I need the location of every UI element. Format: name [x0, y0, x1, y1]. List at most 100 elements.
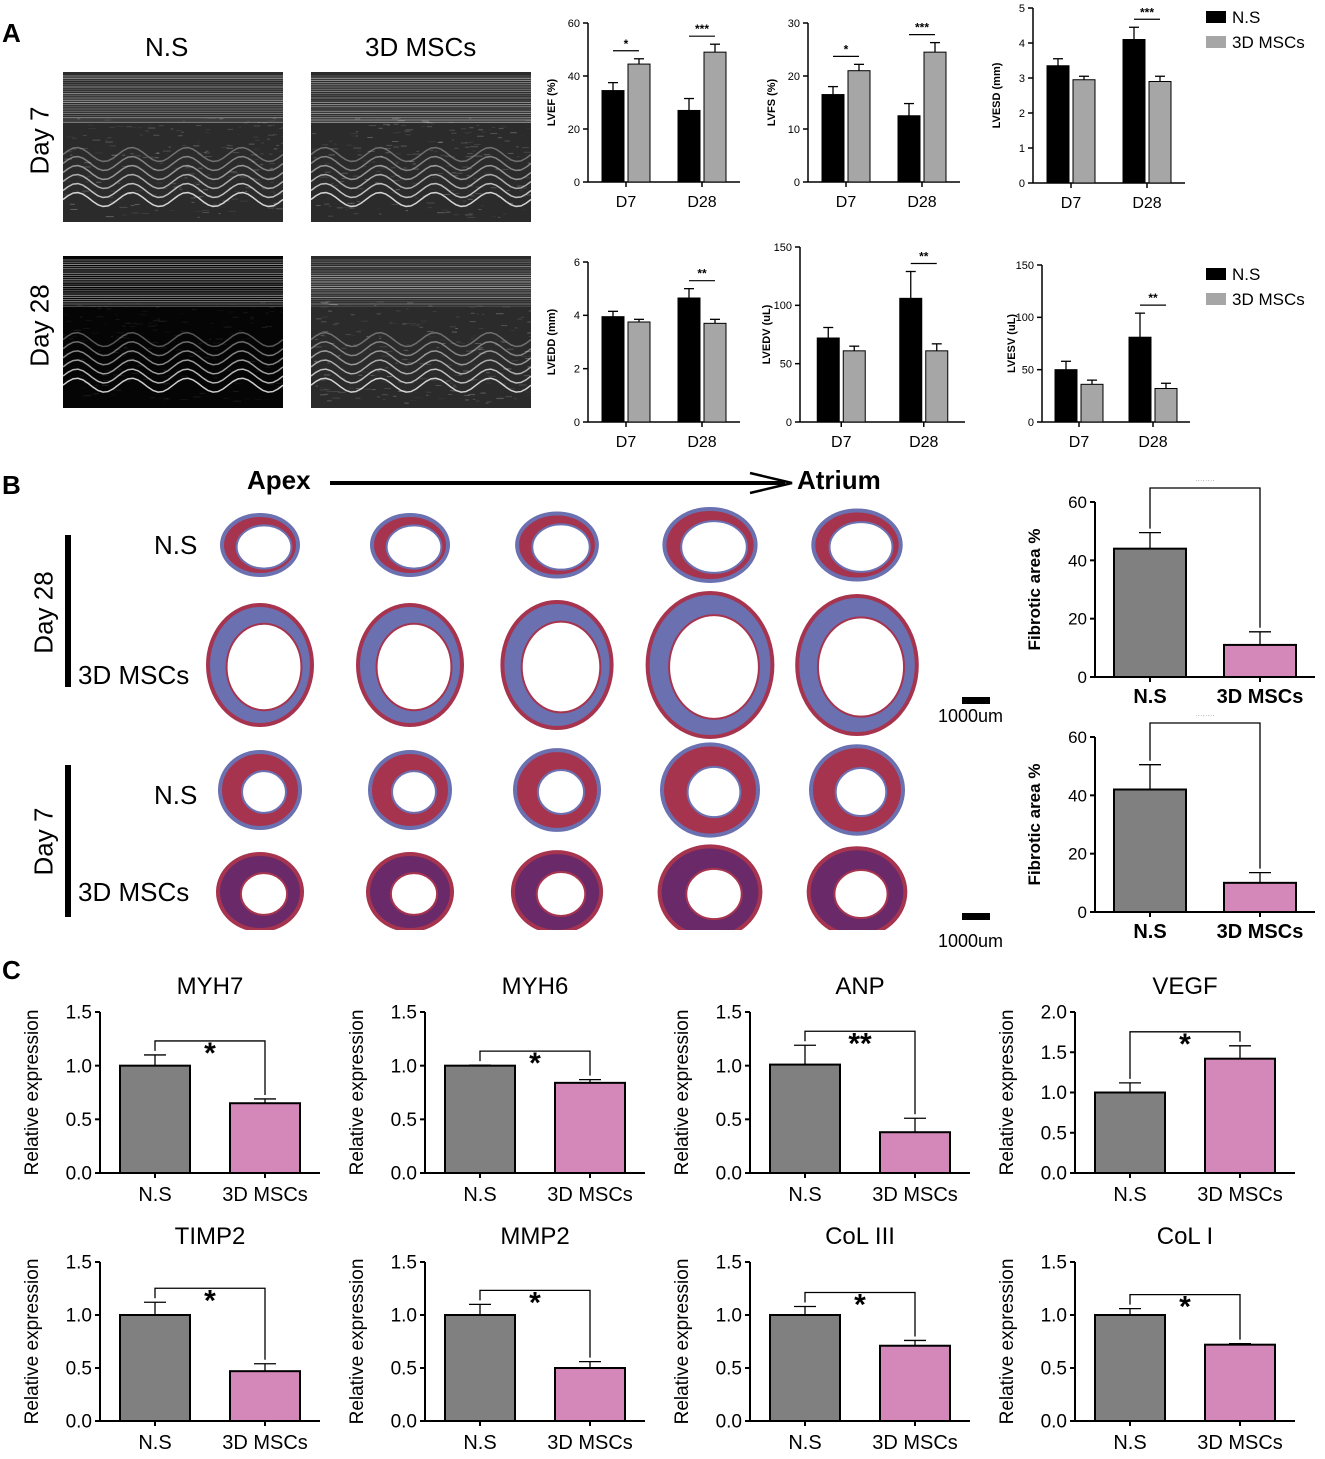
echo-speckle [208, 182, 216, 184]
echo-speckle [467, 216, 475, 218]
echo-speckle [467, 153, 473, 155]
echo-speckle [472, 379, 478, 381]
echo-speckle [270, 177, 276, 179]
y-tick-label: 1.5 [716, 1253, 742, 1274]
echo-speckle [173, 167, 178, 169]
echo-speckle [346, 144, 353, 146]
echo-speckle [232, 172, 240, 174]
echo-speckle [71, 377, 75, 379]
echo-speckle [131, 126, 137, 128]
echo-speckle [468, 185, 474, 187]
x-tick-label: N.S [1113, 1184, 1146, 1206]
heart-lumen [531, 523, 591, 571]
echo-speckle [221, 343, 227, 345]
bar [1148, 81, 1172, 184]
y-tick-label: 20 [568, 124, 580, 136]
chart-lvedd: 0 2 4 6 LVEDD (mm) D7 D28 ** [546, 257, 740, 451]
echo-speckle [232, 391, 239, 393]
heart-lumen [239, 872, 289, 916]
bar [1204, 1057, 1276, 1174]
x-tick-label: 3D MSCs [222, 1432, 308, 1454]
echo-wall [63, 350, 283, 366]
echo-speckle [117, 340, 123, 342]
echo-speckle [482, 313, 485, 315]
bar [897, 115, 921, 183]
echo-speckle [82, 135, 87, 137]
y-tick-label: 0.5 [391, 1110, 417, 1131]
heart-lumen [225, 622, 303, 712]
echo-speckle [154, 209, 159, 211]
bar [627, 321, 651, 423]
echo-speckle [167, 172, 169, 173]
y-axis-label: LVEDV (uL) [761, 304, 773, 364]
echo-speckle [271, 205, 277, 207]
echo-speckle [96, 181, 102, 183]
bar [816, 337, 840, 423]
echo-speckle [523, 195, 526, 197]
y-tick-label: 0 [786, 417, 792, 429]
echo-speckle [137, 309, 140, 310]
echo-wall [311, 368, 531, 384]
echo-speckle [226, 147, 234, 149]
echo-speckle [269, 163, 275, 165]
echo-speckle [376, 313, 381, 315]
echo-speckle [429, 189, 435, 190]
echo-speckle [316, 204, 323, 205]
echo-speckle [193, 182, 201, 184]
echo-speckle [183, 168, 191, 170]
y-tick-label: 0.5 [66, 1359, 92, 1380]
echo-speckle [498, 137, 502, 139]
significance-bracket [154, 1287, 266, 1360]
echo-speckle [325, 171, 332, 173]
echo-speckle [344, 401, 350, 402]
echo-speckle [137, 127, 143, 129]
echo-speckle [418, 150, 420, 151]
echo-speckle [240, 339, 246, 341]
bar [601, 90, 625, 183]
echo-speckle [219, 118, 224, 120]
echo-speckle [468, 117, 472, 119]
echo-speckle [467, 198, 473, 200]
echo-speckle [194, 351, 202, 353]
echo-speckle [396, 162, 399, 164]
echo-speckle [385, 351, 393, 353]
echo-speckle [472, 178, 479, 180]
echo-speckle [328, 140, 333, 142]
echo-speckle [254, 159, 259, 161]
echo-speckle [496, 398, 504, 400]
significance-label: ** [848, 1027, 872, 1060]
echo-speckle [320, 334, 325, 336]
echo-speckle [167, 375, 176, 377]
echo-speckle [367, 150, 375, 152]
echo-speckle [357, 154, 362, 156]
echo-speckle [109, 126, 116, 128]
echo-speckle [166, 382, 169, 384]
echo-speckle [201, 169, 203, 170]
scale-label-day28: 1000um [938, 706, 1004, 726]
chart-title: MYH7 [177, 973, 244, 1000]
bar [842, 350, 866, 423]
y-tick-label: 0.5 [66, 1110, 92, 1131]
echo-speckle [141, 333, 146, 334]
bar [119, 1314, 191, 1422]
echo-speckle [113, 374, 122, 376]
significance-bracket [804, 1030, 916, 1115]
echo-speckle [462, 370, 469, 372]
echo-speckle [73, 329, 81, 331]
echo-speckle [386, 144, 393, 146]
echo-speckle [464, 141, 472, 143]
echo-speckle [470, 146, 479, 148]
heart-lumen [816, 616, 906, 718]
y-tick-label: 2 [1019, 108, 1025, 120]
echo-speckle [84, 166, 91, 168]
echo-speckle [228, 187, 231, 189]
echo-speckle [329, 304, 338, 306]
echo-speckle [233, 171, 238, 173]
echo-speckle [268, 383, 274, 385]
echo-speckle [377, 124, 381, 126]
echo-speckle [503, 213, 506, 215]
echo-speckle [63, 334, 66, 336]
echo-speckle [372, 161, 376, 163]
echo-speckle [153, 209, 157, 210]
echo-speckle [276, 381, 279, 382]
